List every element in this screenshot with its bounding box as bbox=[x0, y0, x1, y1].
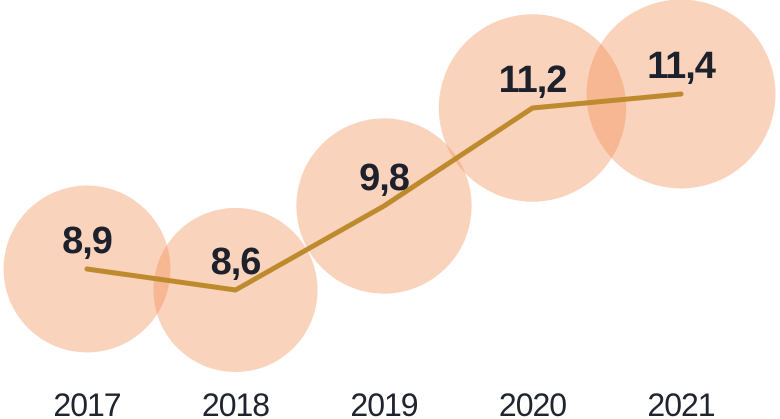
year-label-2018: 2018 bbox=[202, 387, 269, 419]
trend-line bbox=[84, 91, 684, 293]
value-label-2017: 8,9 bbox=[62, 220, 112, 262]
year-label-2021: 2021 bbox=[647, 387, 714, 419]
year-label-2017: 2017 bbox=[53, 387, 120, 419]
year-label-2019: 2019 bbox=[350, 387, 417, 419]
value-label-2021: 11,4 bbox=[647, 45, 716, 87]
value-label-2019: 9,8 bbox=[359, 157, 409, 199]
year-label-2020: 2020 bbox=[499, 387, 566, 419]
value-label-2020: 11,2 bbox=[499, 59, 567, 101]
value-label-2018: 8,6 bbox=[211, 241, 261, 283]
